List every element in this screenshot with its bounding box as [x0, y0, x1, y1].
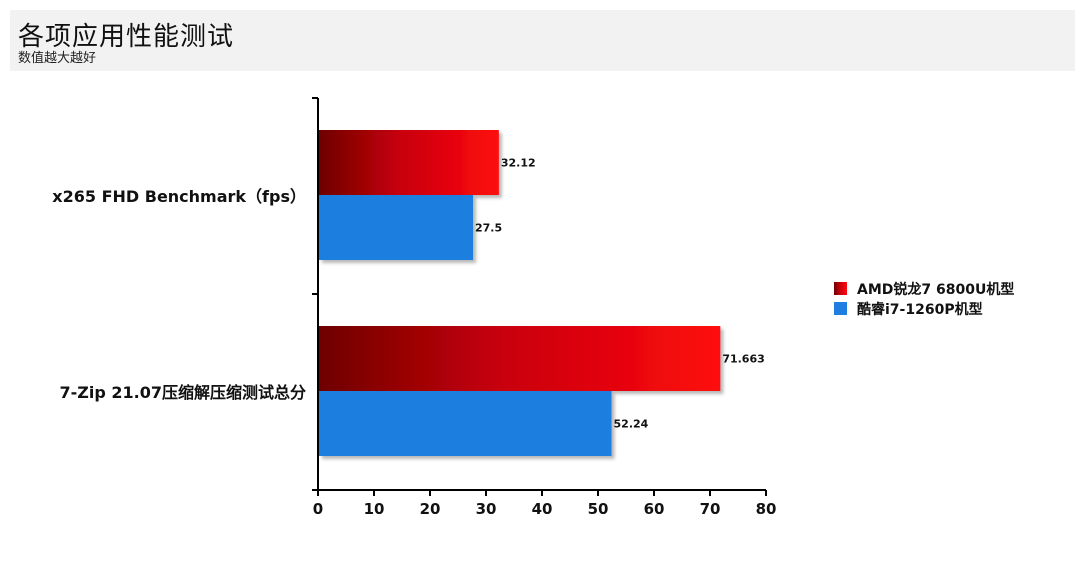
chart-subtitle: 数值越大越好 — [18, 51, 97, 66]
category-label: 7-Zip 21.07压缩解压缩测试总分 — [60, 383, 307, 402]
data-label: 32.12 — [501, 157, 536, 170]
legend-swatch — [834, 302, 847, 315]
bar-amd-1 — [319, 326, 721, 391]
x-tick-label: 20 — [420, 500, 441, 518]
bar-intel-1 — [319, 391, 612, 456]
axes-layer — [312, 97, 767, 496]
x-tick-label: 50 — [588, 500, 609, 518]
x-tick-label: 40 — [532, 500, 553, 518]
x-tick-label: 0 — [313, 500, 323, 518]
bars-layer — [319, 130, 721, 456]
chart-header: 各项应用性能测试 数值越大越好 — [10, 10, 1075, 71]
x-tick-label: 70 — [700, 500, 721, 518]
legend-label: AMD锐龙7 6800U机型 — [857, 281, 1014, 298]
x-tick-label: 10 — [364, 500, 385, 518]
x-tick-label: 80 — [756, 500, 777, 518]
chart-title: 各项应用性能测试 — [18, 22, 235, 52]
data-label: 71.663 — [722, 353, 764, 366]
bar-intel-0 — [319, 195, 473, 260]
labels-layer: 32.12 27.5 x265 FHD Benchmark（fps） 71.663 52… — [52, 157, 776, 519]
data-label: 27.5 — [475, 222, 502, 235]
x-tick-label: 30 — [476, 500, 497, 518]
category-label: x265 FHD Benchmark（fps） — [52, 187, 306, 206]
legend-label: 酷睿i7-1260P机型 — [857, 301, 983, 318]
x-tick-label: 60 — [644, 500, 665, 518]
legend-swatch — [834, 282, 847, 295]
data-label: 52.24 — [614, 418, 649, 431]
bar-amd-0 — [319, 130, 499, 195]
